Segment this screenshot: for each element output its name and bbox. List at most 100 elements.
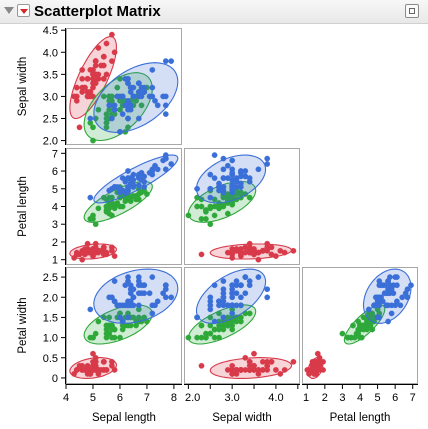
data-point[interactable] <box>127 286 134 293</box>
data-point[interactable] <box>119 326 126 333</box>
data-point[interactable] <box>242 249 249 256</box>
data-point[interactable] <box>246 240 253 247</box>
data-point[interactable] <box>290 247 297 254</box>
data-point[interactable] <box>203 208 209 215</box>
data-point[interactable] <box>211 334 218 341</box>
data-point[interactable] <box>273 367 279 373</box>
cell-sepal-width-vs-sepal-length[interactable] <box>66 28 182 145</box>
data-point[interactable] <box>117 334 123 341</box>
data-point[interactable] <box>233 175 240 181</box>
data-point[interactable] <box>242 173 249 180</box>
data-point[interactable] <box>122 75 129 82</box>
data-point[interactable] <box>390 282 397 289</box>
data-point[interactable] <box>109 212 115 219</box>
data-point[interactable] <box>122 282 129 289</box>
data-point[interactable] <box>194 314 200 321</box>
data-point[interactable] <box>198 322 205 329</box>
data-point[interactable] <box>125 278 131 284</box>
data-point[interactable] <box>264 161 271 167</box>
data-point[interactable] <box>92 240 99 247</box>
data-point[interactable] <box>141 184 148 190</box>
data-point[interactable] <box>242 367 249 373</box>
data-point[interactable] <box>264 240 271 247</box>
data-point[interactable] <box>111 298 118 305</box>
data-point[interactable] <box>90 216 96 222</box>
data-point[interactable] <box>92 58 99 64</box>
data-point[interactable] <box>255 274 262 280</box>
data-point[interactable] <box>246 194 253 201</box>
data-point[interactable] <box>404 286 411 293</box>
data-point[interactable] <box>119 318 126 325</box>
data-point[interactable] <box>399 294 406 301</box>
data-point[interactable] <box>162 111 169 117</box>
data-point[interactable] <box>320 358 326 365</box>
data-point[interactable] <box>229 302 236 309</box>
data-point[interactable] <box>141 89 148 95</box>
data-point[interactable] <box>220 166 227 173</box>
data-point[interactable] <box>220 189 227 196</box>
data-point[interactable] <box>369 326 376 333</box>
data-point[interactable] <box>84 93 91 100</box>
data-point[interactable] <box>281 367 288 373</box>
data-point[interactable] <box>162 166 169 173</box>
data-point[interactable] <box>152 97 158 104</box>
data-point[interactable] <box>135 115 142 122</box>
data-point[interactable] <box>264 286 271 293</box>
data-point[interactable] <box>127 89 134 95</box>
data-point[interactable] <box>103 367 110 373</box>
data-point[interactable] <box>385 318 391 325</box>
data-point[interactable] <box>207 194 214 201</box>
data-point[interactable] <box>100 75 107 82</box>
data-point[interactable] <box>138 84 145 91</box>
data-point[interactable] <box>211 318 218 325</box>
data-point[interactable] <box>111 278 118 284</box>
data-point[interactable] <box>109 31 115 38</box>
data-point[interactable] <box>114 93 121 100</box>
data-point[interactable] <box>344 334 351 341</box>
data-point[interactable] <box>351 334 358 341</box>
data-point[interactable] <box>117 128 123 135</box>
data-point[interactable] <box>79 256 86 263</box>
data-point[interactable] <box>255 371 262 377</box>
data-point[interactable] <box>109 334 115 341</box>
cell-petal-length-vs-sepal-width[interactable] <box>184 148 300 265</box>
data-point[interactable] <box>268 251 275 258</box>
data-point[interactable] <box>207 330 214 337</box>
data-point[interactable] <box>229 171 236 178</box>
data-point[interactable] <box>95 106 102 113</box>
data-point[interactable] <box>109 244 115 251</box>
data-point[interactable] <box>185 212 192 219</box>
data-point[interactable] <box>211 175 218 181</box>
data-point[interactable] <box>216 298 222 305</box>
data-point[interactable] <box>98 62 104 69</box>
data-point[interactable] <box>281 249 288 256</box>
data-point[interactable] <box>122 198 129 205</box>
data-point[interactable] <box>87 67 94 73</box>
data-point[interactable] <box>90 249 96 256</box>
data-point[interactable] <box>314 350 321 357</box>
data-point[interactable] <box>130 93 137 100</box>
data-point[interactable] <box>73 84 80 91</box>
data-point[interactable] <box>365 306 372 313</box>
data-point[interactable] <box>127 302 134 309</box>
data-point[interactable] <box>162 93 169 100</box>
data-point[interactable] <box>251 251 257 258</box>
data-point[interactable] <box>162 102 169 109</box>
data-point[interactable] <box>149 67 156 73</box>
data-point[interactable] <box>90 367 96 373</box>
data-point[interactable] <box>103 334 110 341</box>
data-point[interactable] <box>229 189 236 196</box>
data-point[interactable] <box>138 102 145 109</box>
data-point[interactable] <box>238 294 244 301</box>
data-point[interactable] <box>127 177 134 183</box>
data-point[interactable] <box>311 367 318 373</box>
data-point[interactable] <box>135 302 142 309</box>
data-point[interactable] <box>259 247 266 254</box>
data-point[interactable] <box>71 371 77 377</box>
data-point[interactable] <box>224 210 231 217</box>
data-point[interactable] <box>207 314 214 321</box>
data-point[interactable] <box>111 367 118 373</box>
data-point[interactable] <box>79 249 86 256</box>
data-point[interactable] <box>135 191 142 197</box>
data-point[interactable] <box>109 322 115 329</box>
